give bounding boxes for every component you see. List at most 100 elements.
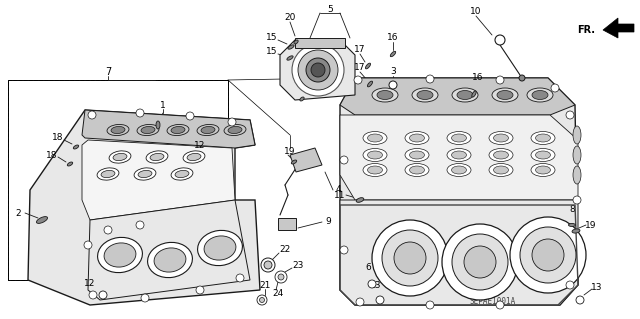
Circle shape: [452, 234, 508, 290]
Ellipse shape: [109, 151, 131, 163]
Circle shape: [354, 76, 362, 84]
Ellipse shape: [287, 56, 293, 60]
Circle shape: [84, 241, 92, 249]
Text: 9: 9: [325, 218, 331, 226]
Ellipse shape: [377, 91, 393, 100]
Text: 4: 4: [335, 186, 341, 195]
Circle shape: [551, 84, 559, 92]
Ellipse shape: [493, 134, 509, 142]
Polygon shape: [603, 18, 634, 38]
Circle shape: [136, 221, 144, 229]
Ellipse shape: [457, 91, 473, 100]
Circle shape: [495, 35, 505, 45]
Circle shape: [394, 242, 426, 274]
Ellipse shape: [410, 166, 424, 174]
Circle shape: [340, 156, 348, 164]
Circle shape: [576, 296, 584, 304]
Ellipse shape: [150, 153, 164, 160]
Circle shape: [372, 220, 448, 296]
Ellipse shape: [306, 58, 330, 82]
Ellipse shape: [447, 164, 471, 176]
Ellipse shape: [412, 88, 438, 102]
Text: 7: 7: [105, 67, 111, 77]
Ellipse shape: [278, 274, 284, 280]
Text: 12: 12: [195, 140, 205, 150]
Polygon shape: [340, 200, 578, 305]
Text: 16: 16: [472, 73, 484, 83]
Ellipse shape: [154, 248, 186, 272]
Ellipse shape: [298, 50, 338, 90]
Text: 23: 23: [292, 262, 304, 271]
Ellipse shape: [417, 91, 433, 100]
Ellipse shape: [363, 131, 387, 145]
Ellipse shape: [204, 236, 236, 260]
Ellipse shape: [138, 170, 152, 178]
Polygon shape: [280, 40, 355, 100]
Ellipse shape: [363, 164, 387, 176]
Text: 17: 17: [355, 63, 365, 72]
Circle shape: [442, 224, 518, 300]
Ellipse shape: [568, 224, 575, 226]
Ellipse shape: [493, 151, 509, 159]
Ellipse shape: [451, 166, 467, 174]
Circle shape: [532, 239, 564, 271]
Polygon shape: [340, 78, 575, 115]
Ellipse shape: [405, 164, 429, 176]
Circle shape: [88, 111, 96, 119]
Text: 18: 18: [46, 151, 58, 160]
Polygon shape: [82, 140, 235, 220]
Ellipse shape: [74, 145, 79, 149]
Ellipse shape: [451, 151, 467, 159]
Ellipse shape: [573, 146, 581, 164]
Ellipse shape: [472, 91, 476, 97]
Polygon shape: [340, 78, 578, 305]
Ellipse shape: [532, 91, 548, 100]
Circle shape: [566, 111, 574, 119]
Text: 16: 16: [387, 33, 399, 42]
Ellipse shape: [410, 151, 424, 159]
Ellipse shape: [224, 124, 246, 136]
Ellipse shape: [300, 97, 304, 101]
Circle shape: [426, 75, 434, 83]
Ellipse shape: [447, 131, 471, 145]
Text: 5: 5: [327, 5, 333, 14]
Text: FR.: FR.: [577, 25, 595, 35]
Ellipse shape: [113, 153, 127, 160]
Text: 13: 13: [371, 280, 381, 290]
Circle shape: [186, 112, 194, 120]
Circle shape: [389, 81, 397, 89]
Circle shape: [573, 196, 581, 204]
Ellipse shape: [367, 151, 383, 159]
Ellipse shape: [367, 166, 383, 174]
Circle shape: [520, 227, 576, 283]
Circle shape: [464, 246, 496, 278]
Ellipse shape: [292, 44, 344, 96]
Circle shape: [496, 301, 504, 309]
Text: 6: 6: [365, 263, 371, 272]
Ellipse shape: [111, 126, 125, 134]
Polygon shape: [340, 115, 578, 200]
Ellipse shape: [452, 88, 478, 102]
Text: 12: 12: [84, 278, 96, 287]
Ellipse shape: [451, 134, 467, 142]
Circle shape: [104, 226, 112, 234]
Ellipse shape: [197, 124, 219, 136]
Text: 11: 11: [334, 190, 346, 199]
Ellipse shape: [363, 149, 387, 161]
Circle shape: [236, 274, 244, 282]
Ellipse shape: [573, 126, 581, 144]
Text: 19: 19: [585, 220, 596, 229]
Circle shape: [136, 109, 144, 117]
Ellipse shape: [67, 162, 73, 166]
Ellipse shape: [447, 149, 471, 161]
Ellipse shape: [97, 237, 143, 273]
Ellipse shape: [183, 151, 205, 163]
Circle shape: [89, 291, 97, 299]
Text: 3: 3: [390, 68, 396, 77]
Ellipse shape: [291, 160, 297, 164]
Ellipse shape: [372, 88, 398, 102]
Text: 2: 2: [15, 209, 21, 218]
Text: 24: 24: [273, 288, 284, 298]
Text: 10: 10: [470, 8, 482, 17]
Polygon shape: [88, 200, 250, 300]
